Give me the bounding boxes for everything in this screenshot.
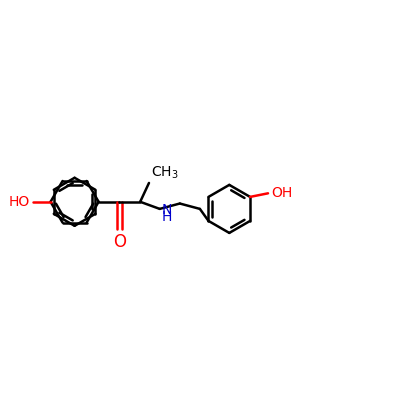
Text: N: N xyxy=(162,203,172,217)
Text: O: O xyxy=(113,233,126,251)
Text: HO: HO xyxy=(8,195,30,209)
Text: H: H xyxy=(162,210,172,224)
Text: OH: OH xyxy=(271,186,292,200)
Text: CH$_3$: CH$_3$ xyxy=(151,165,178,181)
